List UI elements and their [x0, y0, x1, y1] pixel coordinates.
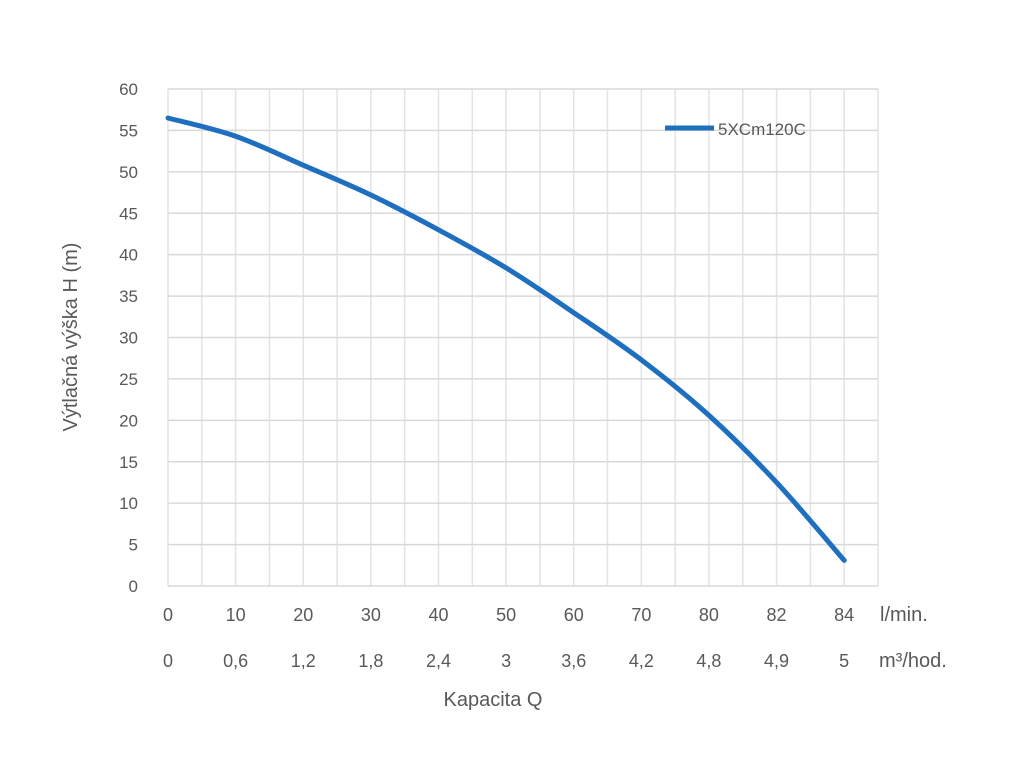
- y-tick-label: 50: [119, 163, 138, 182]
- x-tick-label-lmin: 10: [226, 605, 246, 625]
- y-tick-label: 0: [129, 577, 138, 596]
- x-tick-label-lmin: 30: [361, 605, 381, 625]
- series-line-5XCm120C: [165, 115, 847, 563]
- x-axis-title: Kapacita Q: [444, 689, 543, 711]
- y-tick-label: 5: [129, 536, 138, 555]
- y-tick-label: 60: [119, 80, 138, 99]
- y-tick-label: 35: [119, 287, 138, 306]
- x-tick-label-lmin: 82: [767, 605, 787, 625]
- x-tick-label-m3h: 5: [839, 651, 849, 671]
- x-tick-label-m3h: 0,6: [223, 651, 248, 671]
- x-tick-label-m3h: 4,2: [629, 651, 654, 671]
- x-tick-label-lmin: 60: [564, 605, 584, 625]
- y-tick-labels: 0 5 10 15 20 25 30 35 40 45 50 55 60: [119, 80, 138, 596]
- x-tick-label-m3h: 2,4: [426, 651, 451, 671]
- x-unit-lmin: l/min.: [880, 604, 928, 626]
- y-tick-label: 10: [119, 494, 138, 513]
- y-tick-label: 40: [119, 246, 138, 265]
- y-tick-label: 55: [119, 121, 138, 140]
- x-tick-label-lmin: 50: [496, 605, 516, 625]
- x-unit-m3h: m³/hod.: [879, 650, 947, 672]
- x-tick-label-lmin: 0: [163, 605, 173, 625]
- x-tick-label-m3h: 4,8: [696, 651, 721, 671]
- legend-label: 5XCm120C: [718, 120, 806, 139]
- grid: [167, 88, 879, 587]
- y-tick-label: 30: [119, 329, 138, 348]
- x-tick-label-m3h: 0: [163, 651, 173, 671]
- x-tick-label-lmin: 70: [631, 605, 651, 625]
- x-tick-label-lmin: 84: [834, 605, 854, 625]
- x-tick-label-lmin: 40: [428, 605, 448, 625]
- x-tick-label-lmin: 80: [699, 605, 719, 625]
- y-tick-label: 45: [119, 204, 138, 223]
- x-tick-label-m3h: 1,2: [291, 651, 316, 671]
- x-tick-label-m3h: 3,6: [561, 651, 586, 671]
- y-axis-title: Výtlačná výška H (m): [60, 243, 82, 432]
- x-tick-labels: 0 10 20 30 40 50 60 70 80 82 84 0 0,6 1,2 1,8 2,4 3 3,6 4,…: [163, 605, 854, 671]
- y-tick-label: 15: [119, 453, 138, 472]
- x-tick-label-m3h: 4,9: [764, 651, 789, 671]
- x-tick-label-lmin: 20: [293, 605, 313, 625]
- x-tick-label-m3h: 1,8: [358, 651, 383, 671]
- y-tick-label: 25: [119, 370, 138, 389]
- x-tick-label-m3h: 3: [501, 651, 511, 671]
- y-tick-label: 20: [119, 411, 138, 430]
